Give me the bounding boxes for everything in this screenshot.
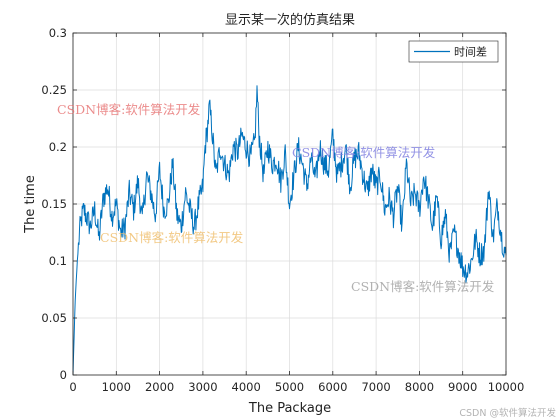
watermark-center: CSDN博客:软件算法开发	[100, 230, 244, 245]
x-tick-label: 9000	[448, 380, 477, 394]
y-tick-label: 0.15	[41, 197, 67, 211]
x-tick-label: 7000	[361, 380, 390, 394]
x-tick-label: 5000	[275, 380, 304, 394]
x-axis-label: The Package	[248, 401, 331, 416]
legend-label: 时间差	[454, 45, 487, 59]
y-tick-label: 0.25	[41, 83, 67, 97]
series-layer	[72, 85, 507, 376]
x-tick-label: 1000	[102, 380, 131, 394]
watermark-right-lower: CSDN博客:软件算法开发	[351, 279, 495, 294]
y-tick-label: 0	[60, 368, 67, 382]
y-axis-label: The time	[23, 175, 38, 234]
legend: 时间差	[408, 40, 499, 63]
y-tick-label: 0.1	[49, 254, 67, 268]
watermark-right-upper: CSDN博客:软件算法开发	[292, 145, 436, 160]
series-line	[72, 85, 507, 376]
x-tick-label: 10000	[488, 380, 525, 394]
y-tick-label: 0.05	[41, 311, 67, 325]
x-tick-label: 8000	[405, 380, 434, 394]
watermark-left: CSDN博客:软件算法开发	[57, 102, 201, 117]
x-tick-labels: 0 1000 2000 3000 4000 5000 6000 7000 8000 9000 100…	[69, 380, 524, 394]
chart-title: 显示某一次的仿真结果	[225, 12, 355, 28]
x-tick-label: 3000	[188, 380, 217, 394]
y-tick-labels: 0 0.05 0.1 0.15 0.2 0.25 0.3	[41, 26, 67, 382]
x-tick-label: 0	[69, 380, 76, 394]
x-tick-label: 4000	[232, 380, 261, 394]
corner-watermark: CSDN @软件算法开发	[459, 408, 556, 419]
legend-box	[408, 40, 499, 63]
y-tick-label: 0.3	[49, 26, 67, 40]
x-tick-label: 2000	[145, 380, 174, 394]
y-tick-label: 0.2	[49, 140, 67, 154]
tick-marks	[72, 32, 507, 376]
x-tick-label: 6000	[318, 380, 347, 394]
